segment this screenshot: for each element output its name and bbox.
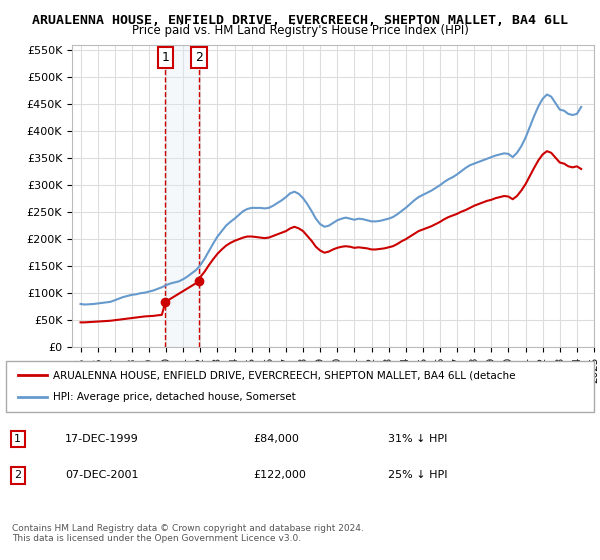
FancyBboxPatch shape	[6, 361, 594, 412]
Text: Contains HM Land Registry data © Crown copyright and database right 2024.
This d: Contains HM Land Registry data © Crown c…	[12, 524, 364, 543]
Text: 07-DEC-2001: 07-DEC-2001	[65, 470, 139, 480]
Text: £84,000: £84,000	[253, 434, 299, 444]
Text: £122,000: £122,000	[253, 470, 306, 480]
Text: 25% ↓ HPI: 25% ↓ HPI	[388, 470, 448, 480]
Text: HPI: Average price, detached house, Somerset: HPI: Average price, detached house, Some…	[53, 393, 296, 403]
Text: 1: 1	[161, 51, 169, 64]
Text: 31% ↓ HPI: 31% ↓ HPI	[388, 434, 448, 444]
Text: Price paid vs. HM Land Registry's House Price Index (HPI): Price paid vs. HM Land Registry's House …	[131, 24, 469, 36]
Text: ARUALENNA HOUSE, ENFIELD DRIVE, EVERCREECH, SHEPTON MALLET, BA4 6LL (detache: ARUALENNA HOUSE, ENFIELD DRIVE, EVERCREE…	[53, 370, 515, 380]
Text: ARUALENNA HOUSE, ENFIELD DRIVE, EVERCREECH, SHEPTON MALLET, BA4 6LL: ARUALENNA HOUSE, ENFIELD DRIVE, EVERCREE…	[32, 14, 568, 27]
FancyBboxPatch shape	[6, 417, 594, 504]
Text: 2: 2	[195, 51, 203, 64]
Text: 17-DEC-1999: 17-DEC-1999	[65, 434, 139, 444]
Text: 1: 1	[14, 434, 21, 444]
Text: 2: 2	[14, 470, 22, 480]
Bar	[166, 45, 199, 347]
